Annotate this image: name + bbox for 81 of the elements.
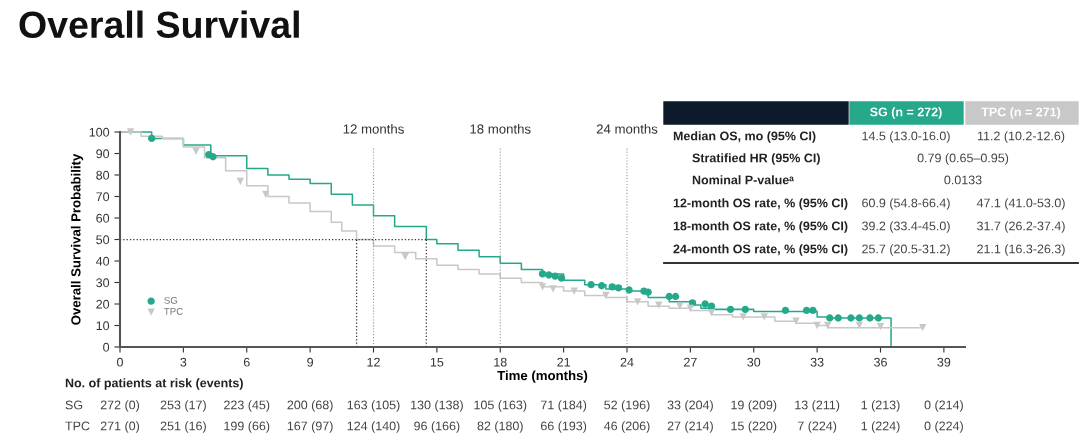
text: 200 (68) [287,400,333,412]
text: 271 (0) [100,421,140,433]
text: 15 (220) [731,421,777,433]
text: 21.1 (16.3-26.3) [977,244,1065,256]
annotation: 12-month OS rate, % (95% CI) [673,198,848,210]
annotation: Nominal P-valueᵃ [692,175,794,185]
y-tick-label: 40 [95,256,110,266]
x-tick-label: 15 [430,357,444,367]
y-tick-label: 90 [96,149,110,159]
text: 52 (196) [604,400,650,412]
y-tick-label: 50 [96,235,110,245]
x-tick-label: 21 [557,357,570,367]
text: 27 (214) [667,421,713,433]
text: 82 (180) [477,421,523,433]
text: 130 (138) [411,400,463,412]
text: 0 (214) [924,400,963,412]
text: 199 (66) [224,421,270,433]
text: 1 (224) [861,421,900,433]
y-tick-label: 30 [96,278,110,288]
text: 71 (184) [540,400,587,412]
text: 163 (105) [347,400,400,412]
x-tick-label: 3 [180,357,187,367]
x-tick-label: 6 [243,357,250,367]
x-tick-label: 18 [494,357,507,367]
x-tick-label: 33 [810,357,824,367]
text: 33 (204) [667,400,713,412]
text: 31.7 (26.2-37.4) [977,221,1065,233]
legend-label: SG [164,296,178,304]
text: 7 (224) [797,421,837,433]
y-tick-label: 100 [89,127,110,137]
text: TPC [65,421,90,431]
y-tick-label: 80 [96,170,110,180]
legend-label: TPC [164,307,183,315]
text: 96 (166) [414,421,460,433]
text: 47.1 (41.0-53.0) [976,198,1065,210]
text: No. of patients at risk (events) [65,378,243,390]
x-axis-title: Time (months) [497,370,588,383]
text: SG (n = 272) [870,107,942,119]
annotation: 0.0133 [944,175,982,185]
text: 19 (209) [731,400,777,412]
annotation: 18-month OS rate, % (95% CI) [673,221,848,233]
text: SG [65,400,83,410]
ref-line-label: 18 months [470,124,531,134]
text: 124 (140) [347,421,400,433]
text: 223 (45) [224,400,270,412]
y-tick-label: 70 [96,192,110,202]
ref-line-label: 24 months [596,124,658,134]
text: 13 (211) [795,400,840,412]
annotation: 14.5 (13.0-16.0) [862,131,950,143]
y-tick-label: 0 [103,342,110,352]
x-tick-label: 27 [684,357,697,367]
chart-title: Overall Survival [19,10,299,39]
x-tick-label: 9 [307,357,314,367]
x-tick-label: 30 [747,357,761,367]
x-tick-label: 12 [367,357,380,367]
y-axis-title: Overall Survival Probability [70,153,84,325]
annotation: 24-month OS rate, % (95% CI) [673,244,848,256]
text: 251 (16) [160,421,206,433]
y-tick-label: 10 [96,321,110,331]
annotation: 60.9 (54.8-66.4) [862,198,950,210]
annotation: 39.2 (33.4-45.0) [862,221,950,233]
text: 66 (193) [540,421,587,433]
y-tick-label: 20 [96,299,110,309]
text: 0 (224) [924,421,963,433]
annotation: Median OS, mo (95% CI) [673,131,816,143]
x-tick-label: 36 [874,357,887,367]
text: 46 (206) [604,421,650,433]
text: 167 (97) [287,421,333,433]
text: 1 (213) [861,400,900,412]
annotation: Stratified HR (95% CI) [692,153,820,165]
annotation: 0.79 (0.65–0.95) [917,153,1009,165]
x-tick-label: 39 [937,357,951,367]
text: 253 (17) [160,400,206,412]
annotation: 25.7 (20.5-31.2) [862,244,950,256]
ref-line-label: 12 months [343,124,404,134]
text: 272 (0) [100,400,140,412]
y-tick-label: 60 [96,213,110,223]
x-tick-label: 24 [620,357,634,367]
text: 105 (163) [474,400,527,412]
text: 11.2 (10.2-12.6) [977,131,1065,143]
x-tick-label: 0 [117,357,123,367]
